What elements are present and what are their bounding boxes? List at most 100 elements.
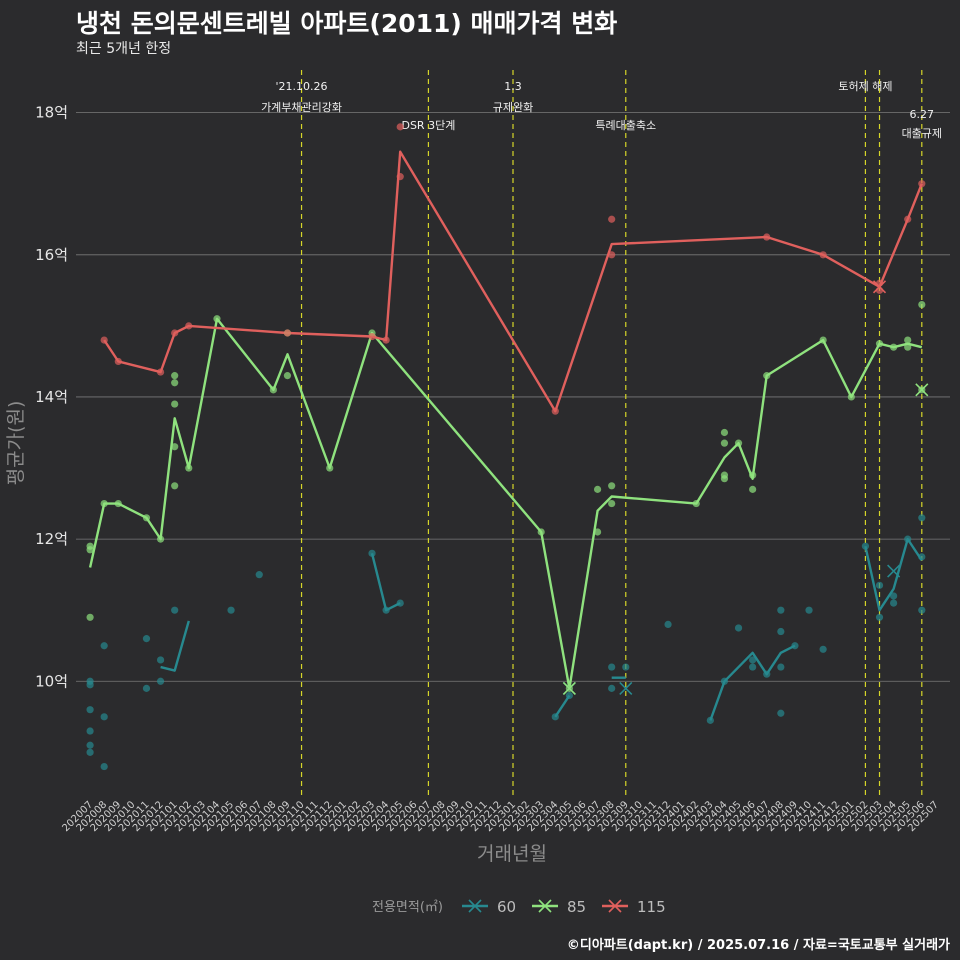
point-85 xyxy=(326,464,334,472)
point-115 xyxy=(100,336,108,344)
x-marker-60 xyxy=(619,681,633,695)
point-60 xyxy=(551,713,559,721)
point-60 xyxy=(142,684,151,692)
point-85 xyxy=(692,499,700,508)
point-60 xyxy=(805,606,813,614)
series-lines xyxy=(88,150,923,721)
point-60 xyxy=(904,535,912,543)
point-115 xyxy=(382,336,390,344)
point-60 xyxy=(890,599,898,607)
event-label: '21.10.26 xyxy=(276,80,328,93)
point-85 xyxy=(904,343,912,351)
line-85 xyxy=(88,317,923,690)
point-60 xyxy=(100,762,108,771)
point-60 xyxy=(156,677,165,685)
point-60 xyxy=(875,581,884,589)
point-115 xyxy=(819,251,827,259)
event-label: 가계부채관리강화 xyxy=(261,101,342,114)
point-60 xyxy=(86,741,94,749)
point-60 xyxy=(749,656,757,664)
point-85 xyxy=(171,379,179,387)
point-60 xyxy=(100,642,108,650)
point-60 xyxy=(608,684,616,692)
point-115 xyxy=(283,329,292,337)
legend-label-60: 60 xyxy=(497,898,516,916)
point-115 xyxy=(396,173,404,181)
event-label: 1.3 xyxy=(504,80,522,93)
y-tick-label: 16억 xyxy=(35,246,68,264)
legend-title: 전용면적(㎡) xyxy=(372,900,443,915)
point-60 xyxy=(791,642,799,650)
point-115 xyxy=(114,357,122,366)
point-60 xyxy=(86,727,94,735)
series-points xyxy=(86,123,929,771)
point-60 xyxy=(86,748,94,756)
point-85 xyxy=(171,400,179,408)
point-85 xyxy=(171,482,179,490)
point-60 xyxy=(171,606,179,614)
point-85 xyxy=(213,315,221,323)
point-115 xyxy=(608,215,616,223)
point-60 xyxy=(255,571,263,579)
x-axis-label: 거래년월 xyxy=(477,843,547,865)
point-85 xyxy=(185,464,193,472)
point-85 xyxy=(749,485,757,493)
y-axis-label: 평균가(원) xyxy=(5,401,27,486)
point-85 xyxy=(593,528,602,536)
point-60 xyxy=(86,681,94,689)
line-60 xyxy=(370,553,401,612)
point-60 xyxy=(777,627,785,636)
point-85 xyxy=(537,528,545,536)
y-tick-label: 14억 xyxy=(35,388,68,406)
point-85 xyxy=(819,336,827,344)
point-85 xyxy=(720,439,729,447)
point-60 xyxy=(396,599,404,607)
point-60 xyxy=(100,713,108,721)
point-60 xyxy=(749,663,757,671)
line-60 xyxy=(554,694,571,718)
point-60 xyxy=(918,606,926,614)
point-115 xyxy=(368,332,376,341)
point-115 xyxy=(608,251,616,259)
x-tick-labels: 2020072020082020092020102020112020122021… xyxy=(60,799,941,834)
event-label: 특례대출축소 xyxy=(595,119,656,132)
point-85 xyxy=(720,475,729,483)
point-115 xyxy=(763,233,771,241)
point-85 xyxy=(114,499,122,508)
point-60 xyxy=(622,663,630,671)
point-85 xyxy=(763,372,771,380)
point-115 xyxy=(156,368,165,376)
point-60 xyxy=(861,542,870,550)
event-label: 대출규제 xyxy=(902,127,942,140)
event-label: 토허제 해제 xyxy=(838,79,892,93)
point-60 xyxy=(918,514,926,522)
point-115 xyxy=(551,407,559,415)
point-85 xyxy=(890,343,898,351)
point-85 xyxy=(904,336,912,344)
line-115 xyxy=(103,150,923,413)
point-115 xyxy=(171,329,179,337)
point-115 xyxy=(396,123,404,131)
line-60 xyxy=(864,537,923,612)
chart-title: 냉천 돈의문센트레빌 아파트(2011) 매매가격 변화 xyxy=(76,9,618,38)
point-60 xyxy=(763,670,771,678)
point-85 xyxy=(847,393,855,401)
point-85 xyxy=(269,386,277,394)
line-60 xyxy=(160,620,190,672)
legend-label-85: 85 xyxy=(567,898,586,916)
point-60 xyxy=(608,663,616,671)
legend: 전용면적(㎡) 60 85 115 xyxy=(372,898,666,916)
x-marker-60 xyxy=(887,564,901,578)
point-60 xyxy=(706,716,714,724)
point-85 xyxy=(918,300,926,309)
point-60 xyxy=(890,592,898,600)
point-85 xyxy=(171,443,179,451)
point-85 xyxy=(875,340,884,348)
point-85 xyxy=(608,482,616,490)
line-60 xyxy=(709,644,796,721)
y-tick-label: 18억 xyxy=(35,104,68,122)
chart-subtitle: 최근 5개년 한정 xyxy=(76,41,172,57)
x-marker-115 xyxy=(872,280,887,294)
